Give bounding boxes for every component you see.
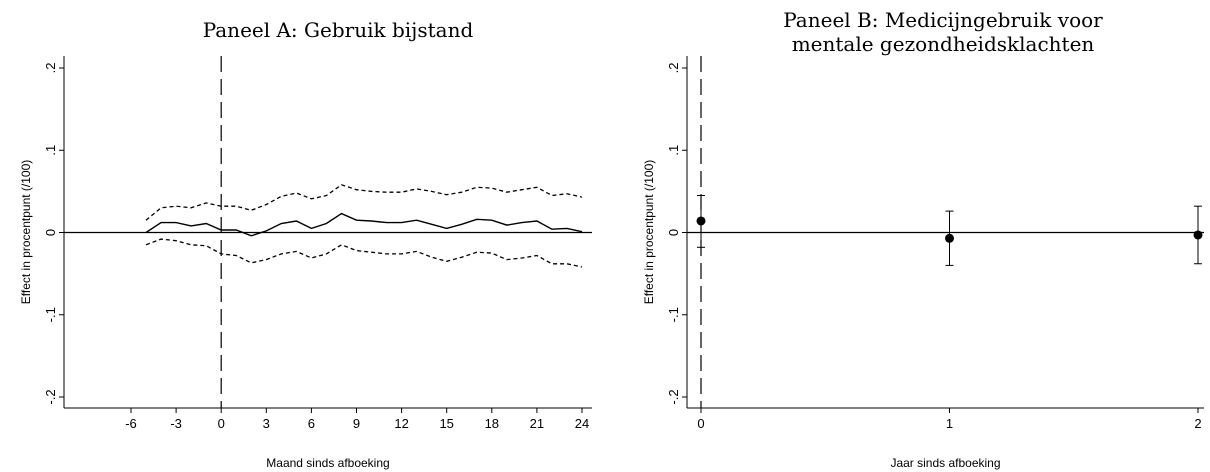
data-point (945, 233, 954, 243)
panel-b-chart: -.2 -.1 0 .1 .2 0 1 2 Jaar sinds afboeking Effect… (642, 56, 1204, 470)
x-tick-label: 3 (263, 416, 270, 431)
x-tick-label: 15 (439, 416, 453, 431)
data-point (696, 216, 706, 226)
y-tick-label: -.1 (43, 307, 58, 322)
x-tick-label: 6 (308, 416, 315, 431)
x-tick-label: -6 (125, 416, 137, 431)
x-tick-label: 18 (485, 416, 499, 431)
x-axis-label: Jaar sinds afboeking (890, 456, 1000, 470)
y-tick-label: -.2 (666, 389, 681, 404)
x-tick-label: 0 (218, 416, 225, 431)
lower-ci-line (145, 238, 583, 268)
panel-a-chart: -.2 -.1 0 .1 .2 -6 -3 0 3 6 9 12 15 18 21 24 Maand sinds… (19, 56, 592, 470)
panel-a-title: Paneel A: Gebruik bijstand (202, 18, 474, 42)
y-tick-label: .2 (666, 63, 681, 74)
panel-b-title: Paneel B: Medicijngebruik voor mentale g… (687, 8, 1199, 56)
panel-b-title-line-2: mentale gezondheidsklachten (791, 32, 1095, 56)
x-tick-label: -3 (170, 416, 182, 431)
x-tick-label: 0 (697, 416, 704, 431)
y-tick-label: .1 (666, 145, 681, 156)
y-tick-label: .1 (43, 145, 58, 156)
y-axis-label: Effect in procentpunt (/100) (19, 160, 33, 305)
y-tick-label: -.1 (666, 307, 681, 322)
x-tick-label: 12 (394, 416, 408, 431)
estimate-line (145, 212, 583, 237)
x-tick-label: 9 (353, 416, 360, 431)
x-tick-label: 2 (1194, 416, 1201, 431)
data-point (1193, 230, 1203, 240)
x-tick-label: 1 (946, 416, 953, 431)
y-axis-label: Effect in procentpunt (/100) (642, 160, 656, 305)
panel-b-title-line-1: Paneel B: Medicijngebruik voor (783, 8, 1103, 32)
x-tick-label: 24 (575, 416, 589, 431)
y-tick-label: .2 (43, 63, 58, 74)
y-tick-label: 0 (43, 229, 58, 236)
y-tick-label: 0 (666, 229, 681, 236)
x-tick-label: 21 (530, 416, 544, 431)
y-tick-label: -.2 (43, 389, 58, 404)
upper-ci-line (145, 184, 583, 221)
x-axis-label: Maand sinds afboeking (266, 456, 389, 470)
